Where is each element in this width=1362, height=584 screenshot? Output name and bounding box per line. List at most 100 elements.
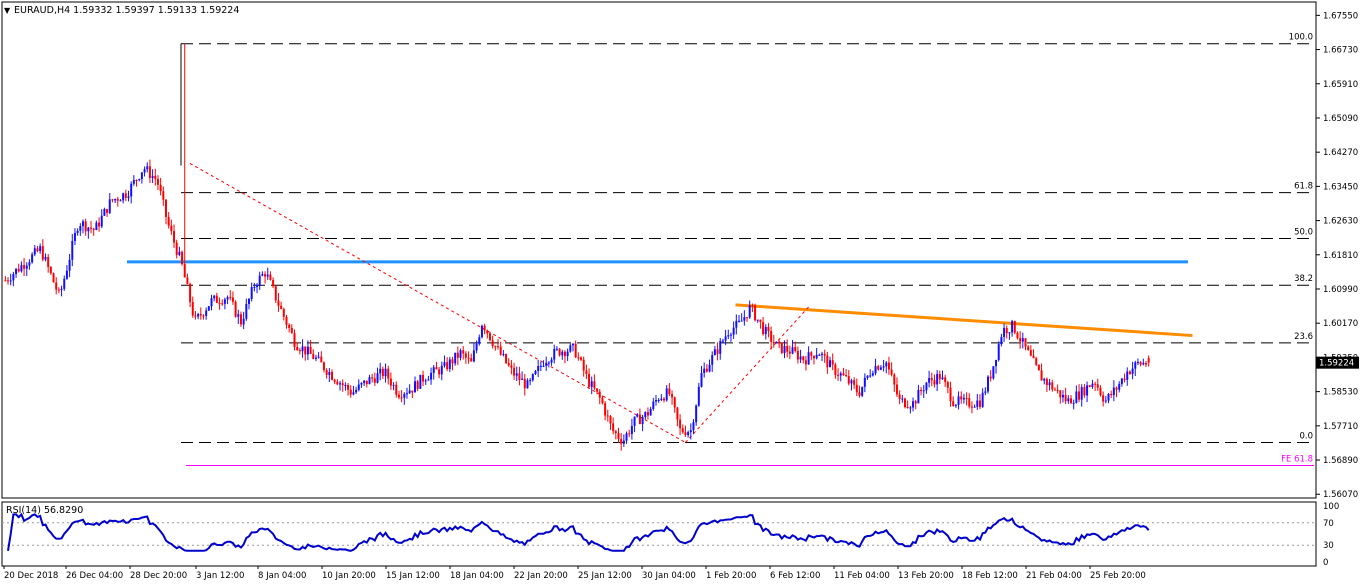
chart-menu-triangle-icon[interactable]: ▼ [4, 6, 11, 15]
bear-candle [175, 242, 178, 255]
bear-candle [823, 353, 826, 356]
bear-candle [1088, 385, 1091, 387]
bull-candle [703, 368, 706, 374]
bear-candle [491, 340, 494, 347]
bull-candle [146, 166, 149, 170]
bull-candle [820, 353, 823, 356]
bear-candle [1059, 390, 1062, 398]
bear-candle [290, 327, 293, 334]
bull-candle [360, 383, 363, 385]
bull-candle [1072, 402, 1075, 404]
bear-candle [1070, 398, 1073, 404]
bull-candle [31, 254, 34, 263]
bull-candle [408, 390, 411, 394]
bull-candle [732, 327, 735, 335]
bear-candle [277, 300, 280, 306]
bull-candle [954, 404, 957, 406]
price-tick-label: 1.60170 [1323, 319, 1358, 329]
time-tick-label: 25 Jan 12:00 [578, 571, 632, 581]
orange-resistance-line[interactable] [735, 303, 1193, 338]
bull-candle [791, 347, 794, 354]
bull-candle [539, 365, 542, 367]
bull-candle [829, 360, 832, 368]
bear-candle [17, 268, 20, 272]
bull-candle [261, 274, 264, 276]
bull-candle [941, 377, 944, 380]
bear-candle [92, 228, 95, 231]
bull-candle [242, 318, 245, 325]
bull-candle [103, 208, 106, 216]
bull-candle [414, 381, 417, 393]
fibonacci-levels[interactable]: 100.0 61.8 50.0 38.2 23.6 0.0 FE 61.8 [180, 33, 1314, 466]
bear-candle [1123, 378, 1126, 380]
bull-candle [419, 374, 422, 389]
bear-candle [486, 330, 489, 334]
time-tick-label: 11 Feb 04:00 [834, 571, 890, 581]
bull-candle [95, 222, 98, 231]
bear-candle [438, 369, 441, 375]
bear-candle [1056, 389, 1059, 391]
bear-candle [960, 396, 963, 400]
bear-candle [588, 373, 591, 387]
bear-candle [676, 407, 679, 420]
bear-candle [282, 308, 285, 317]
bear-candle [124, 193, 127, 198]
bear-candle [612, 423, 615, 432]
bull-candle [68, 259, 71, 271]
current-price-label: 1.59224 [1319, 359, 1354, 369]
bear-candle [834, 364, 837, 375]
price-tick-label: 1.65910 [1323, 80, 1358, 90]
bear-candle [574, 343, 577, 358]
bear-candle [914, 401, 917, 404]
symbol-ohlc-header: EURAUD,H4 1.59332 1.59397 1.59133 1.5922… [14, 5, 239, 16]
bull-candle [995, 360, 998, 367]
bear-candle [215, 295, 218, 303]
bull-candle [71, 240, 74, 260]
bull-candle [515, 373, 518, 376]
bear-candle [847, 376, 850, 384]
fib-level-label: 61.8 [1294, 182, 1313, 192]
fe-level-label: FE 61.8 [1281, 454, 1313, 464]
bull-candle [100, 215, 103, 227]
bull-candle [1061, 394, 1064, 398]
bear-candle [802, 356, 805, 361]
bull-candle [569, 345, 572, 352]
bull-candle [625, 433, 628, 441]
bear-candle [381, 368, 384, 377]
bull-candle [997, 344, 1000, 361]
bull-candle [962, 397, 965, 400]
bull-candle [427, 379, 430, 381]
fib-level-label: 38.2 [1294, 274, 1313, 284]
bull-candle [1142, 362, 1145, 365]
bear-candle [446, 362, 449, 370]
red-dashed-downtrend[interactable] [189, 163, 686, 443]
bear-candle [106, 208, 109, 213]
bear-candle [786, 345, 789, 352]
bull-candle [472, 350, 475, 362]
bull-candle [571, 343, 574, 346]
bear-candle [202, 315, 205, 317]
bull-candle [537, 366, 540, 371]
bear-candle [606, 415, 609, 417]
bear-candle [1053, 389, 1056, 391]
bear-candle [488, 333, 491, 341]
bear-candle [194, 315, 197, 317]
time-tick-label: 13 Feb 20:00 [898, 571, 954, 581]
bull-candle [178, 251, 181, 255]
bull-candle [912, 401, 915, 408]
bear-candle [965, 397, 968, 399]
bull-candle [775, 341, 778, 344]
bull-candle [660, 398, 663, 400]
bull-candle [1131, 368, 1134, 374]
bear-candle [788, 351, 791, 354]
bull-candle [197, 314, 200, 317]
bear-candle [173, 231, 176, 243]
bear-candle [778, 341, 781, 343]
bear-candle [221, 303, 224, 305]
trendlines[interactable] [127, 163, 1193, 443]
bear-candle [1032, 355, 1035, 359]
red-dashed-uptrend[interactable] [685, 304, 811, 443]
bear-candle [164, 199, 167, 217]
bear-candle [831, 360, 834, 365]
